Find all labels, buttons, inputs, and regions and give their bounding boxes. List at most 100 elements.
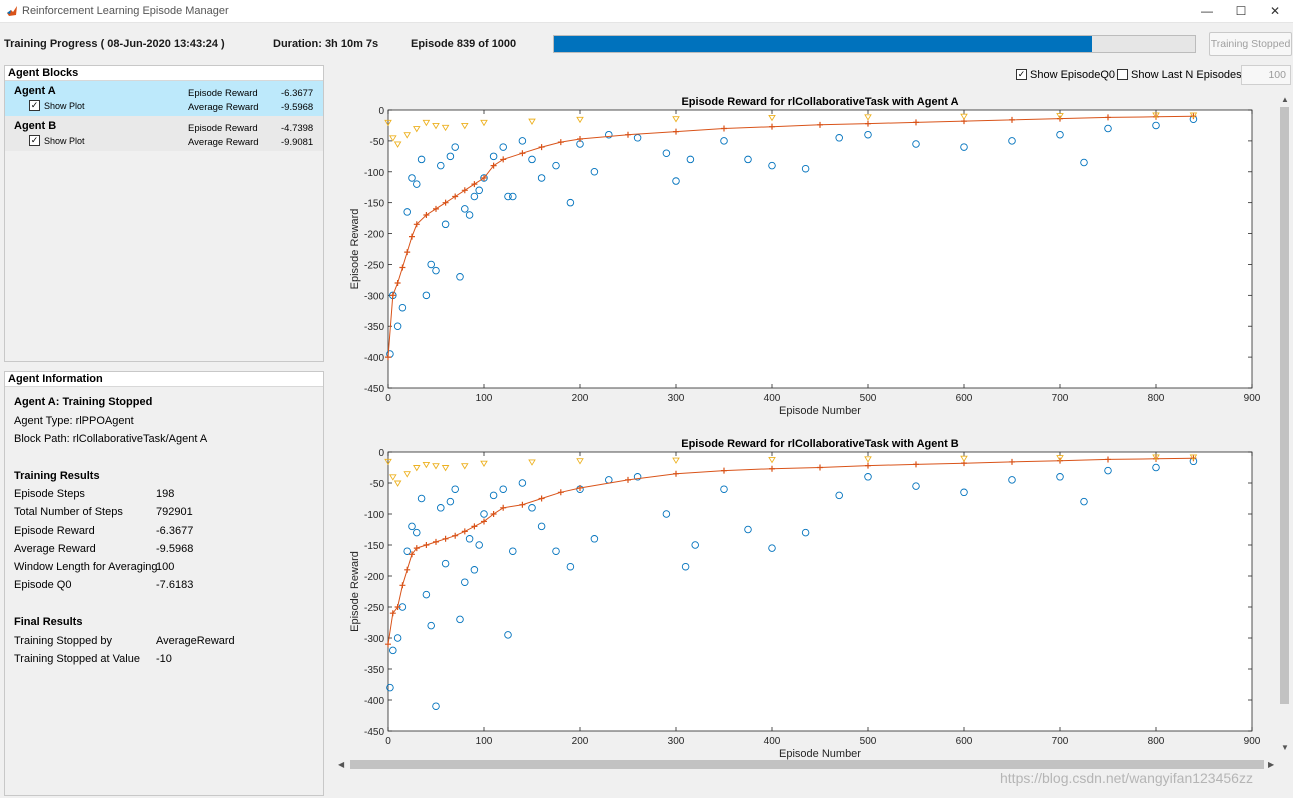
average-reward-point	[394, 604, 401, 610]
episode-reward-point	[528, 504, 536, 512]
episode-reward-point	[633, 473, 642, 481]
average-reward-point	[500, 504, 507, 511]
episode-reward-point	[662, 510, 671, 518]
episode-q0-point	[768, 456, 776, 464]
show-plot-checkbox[interactable]: ✓	[29, 100, 40, 111]
scroll-left-icon[interactable]: ◀	[338, 760, 345, 769]
duration-label: Duration: 3h 10m 7s	[273, 38, 379, 50]
episode-reward-point	[465, 535, 474, 543]
episode-reward-point	[504, 192, 512, 201]
average-reward-point	[557, 489, 564, 496]
average-reward-point	[471, 523, 478, 530]
average-reward-point	[913, 461, 919, 468]
average-reward-point	[389, 610, 396, 617]
maximize-icon[interactable]: ☐	[1235, 4, 1247, 18]
show-episode-q0-checkbox[interactable]: ✓	[1016, 69, 1027, 80]
y-tick-label: -200	[364, 572, 384, 583]
average-reward-point	[481, 518, 487, 525]
x-tick-label: 300	[668, 393, 685, 404]
episode-reward-point	[408, 174, 416, 182]
episode-reward-point	[768, 544, 776, 552]
average-reward-point	[1105, 114, 1111, 121]
episode-reward-point	[451, 485, 459, 493]
close-icon[interactable]: ✕	[1269, 4, 1281, 18]
chart-title: Episode Reward for rlCollaborativeTask w…	[681, 96, 958, 108]
episode-reward-point	[960, 488, 968, 497]
horizontal-scrollbar[interactable]: ◀ ▶	[338, 758, 1278, 771]
watermark: https://blog.csdn.net/wangyifan123456zz	[1000, 770, 1253, 786]
chart-agent-b: 0 100 200 300 400 500 600 700 800 900 0 -50 -100 -150…	[349, 438, 1261, 760]
episode-q0-point	[389, 474, 397, 481]
episode-reward-point	[681, 562, 690, 571]
episode-reward-point	[744, 155, 752, 164]
episode-q0-point	[403, 132, 411, 139]
training-stopped-button[interactable]: Training Stopped	[1209, 32, 1292, 56]
episode-q0-point	[432, 463, 440, 470]
episode-reward-point	[960, 143, 968, 151]
episode-reward-point	[835, 134, 843, 142]
agent-block-b[interactable]: Agent B ✓ Show Plot Episode Reward -4.73…	[5, 116, 323, 151]
episode-q0-point	[1189, 454, 1198, 461]
average-reward-point	[673, 128, 679, 135]
minimize-icon[interactable]: —	[1201, 4, 1213, 18]
agent-block-a[interactable]: Agent A ✓ Show Plot Episode Reward -6.36…	[5, 81, 323, 116]
y-tick-label: -150	[364, 199, 384, 210]
vertical-scrollbar[interactable]: ▲ ▼	[1278, 95, 1291, 755]
episode-reward-point	[470, 192, 479, 201]
series-episode-q0	[384, 112, 1198, 148]
show-plot-checkbox[interactable]: ✓	[29, 135, 40, 146]
episode-q0-point	[480, 460, 488, 468]
agent-name: Agent A	[14, 85, 56, 97]
average-reward-point	[423, 542, 430, 548]
average-reward-point	[409, 551, 415, 558]
episode-reward-point	[504, 631, 512, 639]
average-reward-point	[769, 465, 775, 472]
episode-reward-point	[413, 180, 421, 188]
average-reward-point	[461, 187, 468, 194]
x-tick-label: 200	[572, 393, 589, 404]
episode-q0-point	[1189, 112, 1198, 119]
episode-reward-point	[389, 646, 397, 655]
horizontal-scroll-thumb[interactable]	[350, 760, 1264, 769]
show-last-n-checkbox[interactable]	[1117, 69, 1128, 80]
average-reward-point	[538, 495, 545, 502]
result-value: 100	[156, 561, 175, 573]
x-tick-label: 900	[1244, 736, 1261, 747]
x-tick-label: 900	[1244, 393, 1261, 404]
episode-reward-point	[422, 590, 431, 599]
average-reward-value: -9.5968	[281, 102, 314, 113]
agent-information-title: Agent Information	[5, 372, 323, 387]
episode-q0-point	[576, 116, 584, 124]
average-reward-point	[490, 511, 497, 517]
series-episode-q0	[384, 454, 1198, 487]
agent-name: Agent B	[14, 120, 57, 132]
average-reward-point	[452, 193, 459, 200]
vertical-scroll-thumb[interactable]	[1280, 107, 1289, 704]
scroll-up-icon[interactable]: ▲	[1281, 95, 1289, 104]
average-reward-point	[385, 641, 391, 648]
y-tick-label: -50	[370, 137, 385, 148]
episode-reward-point	[1152, 121, 1160, 130]
episode-reward-point	[441, 559, 450, 568]
scroll-down-icon[interactable]: ▼	[1281, 743, 1289, 752]
scroll-right-icon[interactable]: ▶	[1268, 760, 1275, 769]
y-tick-label: 0	[378, 448, 384, 459]
episode-reward-point	[864, 130, 872, 139]
show-plot-label: Show Plot	[44, 136, 85, 146]
window-title: Reinforcement Learning Episode Manager	[22, 5, 229, 17]
last-n-episodes-input[interactable]: 100	[1241, 65, 1291, 85]
episode-reward-point	[446, 497, 455, 506]
episode-reward-point	[422, 291, 431, 300]
episode-q0-point	[768, 114, 776, 122]
episode-reward-point	[768, 161, 776, 170]
x-tick-label: 400	[764, 393, 781, 404]
x-tick-label: 700	[1052, 393, 1069, 404]
average-reward-label: Average Reward	[188, 102, 259, 113]
y-tick-label: -250	[364, 603, 384, 614]
average-reward-point	[913, 119, 919, 126]
episode-reward-point	[456, 273, 464, 281]
episode-q0-point	[393, 480, 402, 487]
average-reward-point	[519, 150, 526, 157]
episode-reward-point	[480, 174, 488, 182]
episode-reward-point	[1104, 124, 1112, 133]
